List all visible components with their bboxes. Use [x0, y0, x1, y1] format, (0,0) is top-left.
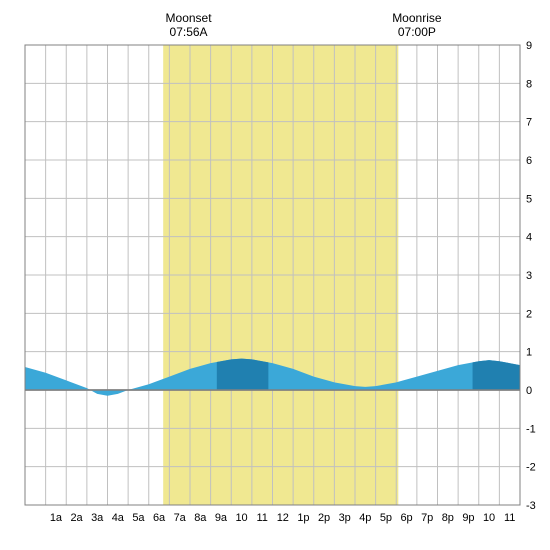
y-tick-label: 0 [526, 385, 532, 397]
x-tick-label: 9p [462, 512, 474, 524]
x-tick-label: 6p [400, 512, 412, 524]
x-tick-label: 5p [380, 512, 392, 524]
y-tick-label: 7 [526, 117, 532, 129]
x-tick-label: 1p [297, 512, 309, 524]
x-tick-label: 11 [256, 512, 267, 524]
tide-area-dark-1 [473, 360, 520, 390]
x-tick-label: 5a [132, 512, 145, 524]
x-tick-label: 4p [359, 512, 371, 524]
tide-area-dark-0 [217, 359, 269, 390]
moonrise-label: Moonrise [392, 11, 442, 25]
moonrise-time: 07:00P [398, 25, 436, 39]
tide-chart: 1a2a3a4a5a6a7a8a9a1011121p2p3p4p5p6p7p8p… [10, 10, 540, 540]
x-tick-label: 6a [153, 512, 166, 524]
y-tick-label: -1 [526, 423, 536, 435]
moonset-time: 07:56A [170, 25, 208, 39]
y-tick-label: 5 [526, 193, 532, 205]
x-tick-label: 3p [339, 512, 351, 524]
y-tick-label: -2 [526, 462, 536, 474]
x-tick-label: 8p [442, 512, 454, 524]
x-tick-label: 8a [194, 512, 207, 524]
x-tick-label: 1a [50, 512, 63, 524]
y-tick-label: 8 [526, 78, 532, 90]
x-tick-label: 10 [483, 512, 495, 524]
x-tick-label: 2a [70, 512, 83, 524]
y-tick-label: 9 [526, 40, 532, 52]
x-tick-label: 3a [91, 512, 104, 524]
x-tick-label: 10 [235, 512, 247, 524]
x-tick-label: 4a [112, 512, 125, 524]
x-tick-label: 11 [504, 512, 515, 524]
y-tick-label: 4 [526, 232, 532, 244]
x-tick-label: 2p [318, 512, 330, 524]
x-tick-label: 9a [215, 512, 228, 524]
x-tick-label: 7p [421, 512, 433, 524]
y-tick-label: 6 [526, 155, 532, 167]
y-tick-label: 2 [526, 308, 532, 320]
x-tick-label: 12 [277, 512, 289, 524]
moonset-label: Moonset [166, 11, 213, 25]
x-tick-label: 7a [174, 512, 187, 524]
y-tick-label: -3 [526, 500, 536, 512]
chart-svg: 1a2a3a4a5a6a7a8a9a1011121p2p3p4p5p6p7p8p… [10, 10, 540, 540]
y-tick-label: 1 [526, 347, 532, 359]
y-tick-label: 3 [526, 270, 532, 282]
